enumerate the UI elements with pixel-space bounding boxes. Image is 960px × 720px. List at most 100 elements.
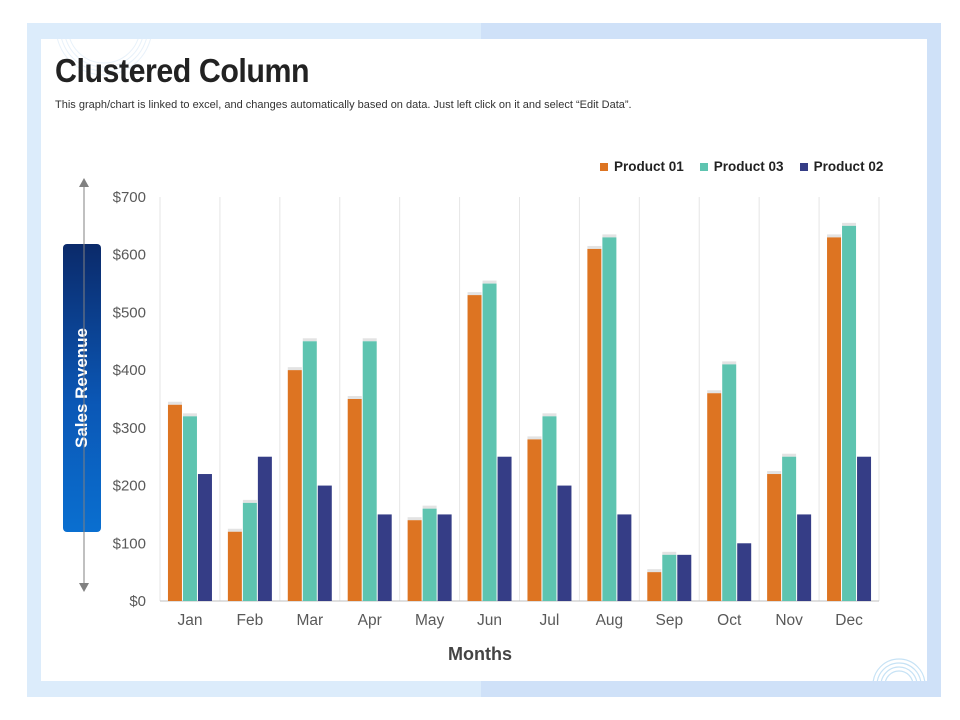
bar (617, 514, 632, 601)
bar (767, 474, 782, 601)
y-axis-label-pill (63, 244, 101, 532)
bar (842, 225, 857, 601)
bar (407, 520, 422, 601)
bar-cap (827, 234, 842, 238)
bar-cap (842, 222, 857, 226)
grid-lines (159, 197, 880, 602)
bar (287, 370, 302, 601)
bar (257, 456, 272, 601)
bar-cap (302, 338, 317, 342)
x-tick-label: Jun (477, 612, 502, 629)
bar (347, 399, 362, 601)
x-tick-label: Sep (655, 612, 683, 629)
y-tick-label: $0 (129, 593, 146, 610)
bar (737, 543, 752, 601)
bar (557, 485, 572, 601)
x-tick-label: Aug (596, 612, 624, 629)
bar (362, 341, 377, 601)
bar (527, 439, 542, 601)
bar (542, 416, 557, 601)
bar (677, 554, 692, 601)
bar-cap (542, 413, 557, 417)
x-tick-label: Oct (717, 612, 742, 629)
bar (182, 416, 197, 601)
bar (422, 508, 437, 601)
bar-cap (407, 517, 422, 521)
bar (707, 393, 722, 601)
decorative-rings-top-left (44, 39, 164, 79)
chart-title: Clustered Column (55, 52, 310, 89)
x-tick-label: Nov (775, 612, 803, 629)
x-tick-label: Jul (540, 612, 560, 629)
bar-cap (347, 396, 362, 399)
bar (602, 237, 617, 601)
bar (827, 237, 842, 601)
bar-cap (647, 569, 662, 573)
bar (467, 295, 482, 601)
legend-item-product-02: Product 02 (799, 159, 884, 174)
legend-swatch-product-03 (699, 162, 708, 171)
bar (782, 456, 797, 601)
bar-cap (587, 245, 602, 249)
bar (482, 283, 497, 601)
x-tick-label: Jan (177, 612, 202, 629)
bars (167, 222, 872, 601)
bar-cap (167, 401, 182, 405)
decorative-rings-bottom-right (866, 652, 926, 681)
bar (797, 514, 812, 601)
bar (167, 404, 182, 601)
bar-cap (182, 413, 197, 417)
chart-legend: Product 01 Product 03 Product 02 (600, 159, 883, 174)
y-axis-arrow (79, 178, 89, 592)
bar-cap (722, 361, 737, 365)
x-tick-label: Dec (835, 612, 863, 629)
bar-cap (227, 528, 242, 532)
arrow-head-down (79, 583, 89, 592)
chart-subtitle: This graph/chart is linked to excel, and… (55, 99, 632, 111)
bar (437, 514, 452, 601)
y-tick-label: $500 (113, 304, 146, 321)
x-tick-label: Mar (296, 612, 323, 629)
tick-labels: $0 $100 $200 $300 $400 $500 $600 $700 Jan Feb Mar A… (113, 189, 863, 629)
arrow-head-up (79, 178, 89, 187)
y-tick-label: $200 (113, 478, 146, 495)
bar (497, 456, 512, 601)
bar (242, 502, 257, 601)
y-tick-label: $400 (113, 362, 146, 379)
bar-cap (482, 280, 497, 284)
bar-cap (362, 338, 377, 342)
bar-cap (782, 453, 797, 457)
x-axis-label: Months (448, 644, 512, 664)
bar-cap (707, 390, 722, 394)
bar (662, 554, 677, 601)
bar-cap (602, 234, 617, 238)
y-tick-label: $600 (113, 247, 146, 264)
bar (722, 364, 737, 601)
legend-swatch-product-02 (799, 162, 808, 171)
y-tick-label: $100 (113, 535, 146, 552)
bar-cap (527, 436, 542, 440)
bar (857, 456, 872, 601)
y-tick-label: $300 (113, 420, 146, 437)
bar-cap (767, 471, 782, 475)
bar-cap (662, 551, 677, 555)
legend-label-product-01: Product 01 (614, 159, 684, 174)
legend-swatch-product-01 (600, 162, 608, 171)
legend-label-product-03: Product 03 (713, 159, 784, 174)
bar (227, 531, 242, 601)
bar (647, 572, 662, 601)
x-tick-label: May (415, 612, 445, 629)
bar (377, 514, 392, 601)
legend-item-product-01: Product 01 (600, 159, 684, 174)
legend-item-product-03: Product 03 (699, 159, 784, 174)
y-tick-label: $700 (113, 189, 146, 206)
legend-label-product-02: Product 02 (813, 159, 884, 174)
bar-cap (422, 505, 437, 509)
bar (197, 474, 212, 601)
bar (302, 341, 317, 601)
bar (317, 485, 332, 601)
bar (587, 248, 602, 601)
bar-cap (287, 367, 302, 371)
x-tick-label: Feb (237, 612, 264, 629)
